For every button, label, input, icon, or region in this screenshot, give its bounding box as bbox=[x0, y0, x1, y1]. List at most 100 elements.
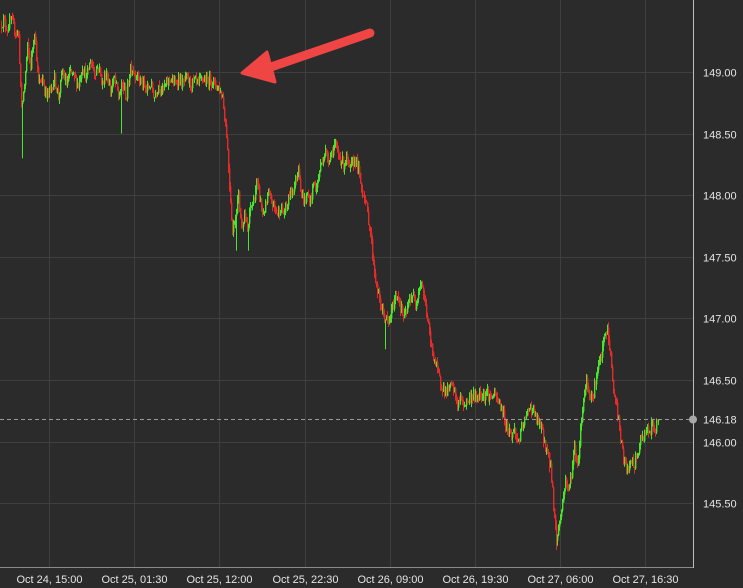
candle-body bbox=[473, 391, 475, 399]
candle-body bbox=[464, 405, 466, 407]
y-tick-label: 148.50 bbox=[703, 130, 737, 142]
candle-body bbox=[388, 320, 390, 323]
candle-body bbox=[128, 83, 130, 85]
candle-body bbox=[26, 58, 28, 72]
candle-body bbox=[606, 333, 608, 335]
candle-body bbox=[548, 452, 550, 454]
candle-body bbox=[345, 162, 347, 165]
candle-body bbox=[596, 376, 598, 385]
candle-body bbox=[86, 74, 88, 81]
candle-body bbox=[69, 70, 71, 76]
candle-body bbox=[294, 185, 296, 192]
candle-body bbox=[353, 159, 355, 167]
candle-body bbox=[403, 316, 405, 319]
candle-body bbox=[498, 398, 500, 404]
candle-body bbox=[532, 411, 534, 413]
candle-body bbox=[288, 194, 290, 206]
candle-body bbox=[564, 488, 566, 495]
candle-body bbox=[658, 419, 660, 421]
candle-body bbox=[85, 68, 87, 81]
candle-body bbox=[437, 362, 439, 368]
candle-body bbox=[221, 90, 223, 98]
candle-body bbox=[28, 43, 30, 52]
candle-body bbox=[287, 205, 289, 208]
candle-body bbox=[370, 228, 372, 233]
candle-body bbox=[360, 172, 362, 183]
candle-body bbox=[361, 183, 363, 190]
candle-body bbox=[272, 202, 274, 206]
candle-body bbox=[420, 285, 422, 287]
candle-body bbox=[594, 381, 596, 398]
candle-body bbox=[226, 124, 228, 138]
candle-body bbox=[585, 388, 587, 395]
candle-body bbox=[101, 74, 103, 84]
candle-body bbox=[328, 157, 330, 164]
candle-body bbox=[411, 297, 413, 302]
candle-body bbox=[391, 308, 393, 319]
candle-body bbox=[321, 162, 323, 164]
candle-body bbox=[502, 408, 504, 415]
candle-body bbox=[190, 79, 192, 88]
y-tick-label: 147.50 bbox=[703, 253, 737, 265]
candle-body bbox=[489, 394, 491, 400]
candle-body bbox=[385, 319, 387, 321]
candle-body bbox=[197, 79, 199, 81]
candle-body bbox=[50, 87, 52, 89]
candle-body bbox=[92, 63, 94, 67]
candle-body bbox=[95, 75, 97, 77]
candle-body bbox=[428, 319, 430, 323]
candle-body bbox=[448, 385, 450, 392]
candle-body bbox=[598, 364, 600, 370]
candle-body bbox=[123, 83, 125, 90]
candle-body bbox=[74, 72, 76, 76]
candle-body bbox=[518, 439, 520, 442]
candle-body bbox=[485, 394, 487, 401]
candle-body bbox=[380, 298, 382, 307]
candle-body bbox=[282, 205, 284, 212]
candle-body bbox=[4, 17, 6, 20]
candle-body bbox=[269, 192, 271, 194]
candle-body bbox=[576, 457, 578, 461]
x-tick-label: Oct 26, 09:00 bbox=[357, 574, 423, 586]
candle-body bbox=[573, 454, 575, 465]
candle-body bbox=[278, 208, 280, 215]
candle-body bbox=[444, 385, 446, 395]
candle-body bbox=[290, 188, 292, 199]
candle-body bbox=[340, 157, 342, 164]
candle-body bbox=[478, 395, 480, 401]
candle-body bbox=[611, 352, 613, 367]
candle-body bbox=[617, 402, 619, 418]
candle-body bbox=[235, 215, 237, 224]
candle-body bbox=[98, 67, 100, 70]
y-tick-label: 148.00 bbox=[703, 191, 737, 203]
candle-body bbox=[440, 376, 442, 386]
candle-body bbox=[592, 396, 594, 397]
candle-body bbox=[5, 19, 7, 28]
candle-body bbox=[234, 223, 236, 225]
candle-body bbox=[168, 78, 170, 85]
candle-body bbox=[395, 295, 397, 300]
candle-body bbox=[34, 33, 36, 43]
candle-body bbox=[232, 219, 234, 233]
candle-body bbox=[62, 71, 64, 74]
candle-body bbox=[648, 427, 650, 434]
candle-body bbox=[362, 189, 364, 196]
candle-body bbox=[317, 181, 319, 188]
candle-body bbox=[505, 422, 507, 429]
candle-body bbox=[73, 72, 75, 74]
candle-body bbox=[188, 75, 190, 83]
candle-body bbox=[454, 388, 456, 392]
candle-body bbox=[68, 75, 70, 81]
candle-body bbox=[246, 221, 248, 223]
candle-body bbox=[130, 65, 132, 77]
candle-body bbox=[455, 388, 457, 396]
candle-body bbox=[415, 300, 417, 309]
candle-body bbox=[9, 18, 11, 30]
candle-body bbox=[610, 350, 612, 353]
candle-body bbox=[534, 409, 536, 415]
candle-body bbox=[409, 299, 411, 302]
candle-body bbox=[347, 153, 349, 161]
candle-body bbox=[540, 422, 542, 429]
candle-body bbox=[499, 403, 501, 405]
